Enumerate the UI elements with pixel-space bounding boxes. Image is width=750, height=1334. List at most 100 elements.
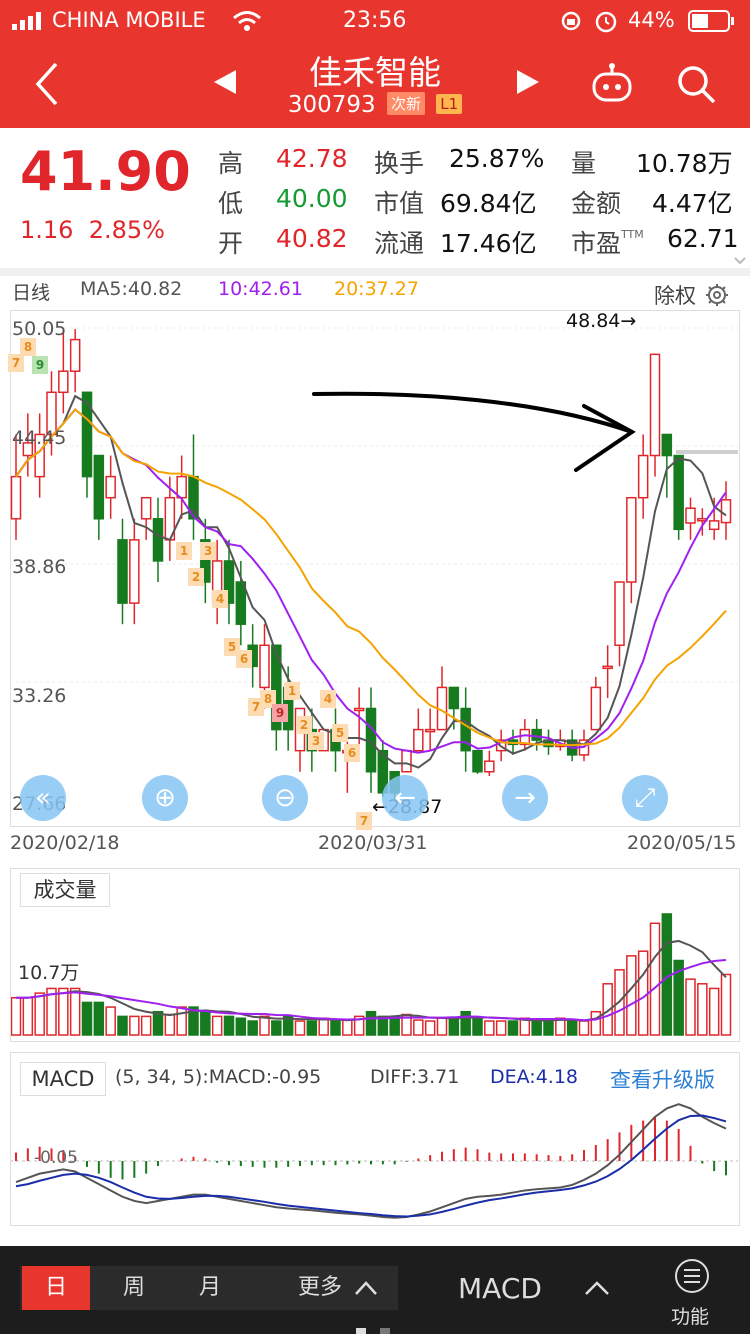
volume-bar [235,1017,247,1036]
date-end: 2020/05/15 [627,832,737,854]
low-value: 40.00 [276,184,348,213]
upgrade-link[interactable]: 查看升级版 [610,1068,715,1092]
stock-code-row: 300793 次新 L1 [0,92,750,118]
settings-gear-icon[interactable] [705,283,729,307]
zoom-in-button[interactable]: ⊕ [142,775,188,821]
candle-body [117,539,128,604]
back-icon[interactable] [34,62,60,106]
macd-diff-line [15,1103,727,1219]
ma20-line [15,408,727,747]
ma20-label: 20:37.27 [334,278,419,300]
step-right-button[interactable]: → [502,775,548,821]
robot-assistant-icon[interactable] [590,62,634,104]
tab-more[interactable]: 更多 [297,1275,342,1300]
scroll-left-button[interactable]: « [20,775,66,821]
indicator-selector[interactable]: MACD [458,1272,542,1305]
new-listing-badge: 次新 [386,92,425,115]
volume-bar [720,973,732,1036]
arrow-left-icon: ← [394,783,416,813]
fullscreen-button[interactable]: ⤢ [622,775,668,821]
pe-ttm-sup: TTM [621,228,644,241]
last-price: 41.90 [20,140,191,203]
ma10-label: 10:42.61 [218,278,303,300]
macd-dea: DEA:4.18 [490,1066,579,1088]
volume-title[interactable]: 成交量 [20,873,110,907]
volume-bar [58,987,69,1036]
volume-bar [460,1010,471,1036]
candle-body [673,454,684,531]
candle-body [140,496,152,520]
divider [0,268,750,276]
volume-bar [353,1015,365,1036]
price-change: 1.16 2.85% [20,216,165,244]
candle-body [484,760,495,773]
turnover-value: 25.87% [449,144,545,173]
float-label: 流通 [374,229,425,258]
annotation-arrow-line [312,391,634,434]
market-cap-label: 市值 [374,189,425,218]
open-label: 开 [218,229,244,258]
double-left-icon: « [35,783,51,813]
tab-week[interactable]: 周 [122,1275,145,1300]
td-count-marker: 7 [8,354,24,372]
candle-body [448,686,460,710]
indicator-chevron-up-icon[interactable] [584,1280,610,1296]
change-percent: 2.85% [88,216,165,244]
candle-body [602,665,613,670]
candle-body [10,475,22,520]
volume-bar [413,1019,424,1036]
volume-bar [626,955,637,1036]
amount-label: 金额 [571,189,622,218]
zoom-out-button[interactable]: ⊖ [262,775,308,821]
period-label: 日线 [12,282,51,304]
max-price-label: 48.84→ [566,310,637,332]
macd-y-tick: -0.05 [34,1148,78,1168]
macd-title[interactable]: MACD [20,1062,106,1096]
volume-bar [46,987,57,1036]
volume-bar [697,983,708,1036]
candle-body [413,728,424,752]
title-bar: 佳禾智能 300793 次新 L1 [0,42,750,128]
candle-body [129,539,140,604]
macd-panel[interactable] [10,1052,740,1226]
rotation-lock-icon [561,11,581,31]
volume-bar [602,983,613,1036]
stock-name: 佳禾智能 [309,53,441,92]
tab-day[interactable]: 日 [22,1266,90,1310]
kline-panel[interactable] [10,310,740,827]
chevron-up-icon[interactable] [354,1280,378,1296]
function-label[interactable]: 功能 [671,1306,710,1328]
annotation-arrow-head [574,404,636,472]
date-start: 2020/02/18 [10,832,120,854]
volume-bar [117,1015,128,1036]
y-tick-2: 44.45 [12,427,67,449]
expand-chevron-icon[interactable] [734,256,746,266]
menu-circle-icon[interactable] [674,1258,710,1294]
volume-panel[interactable] [10,868,740,1042]
tab-month[interactable]: 月 [198,1275,221,1300]
status-bar: CHINA MOBILE 23:56 44% [0,0,750,42]
prev-stock-icon[interactable] [212,68,238,96]
candle-body [81,391,93,478]
volume-bar [247,1020,258,1036]
candle-body [259,644,270,689]
candle-body [590,686,602,731]
next-stock-icon[interactable] [515,68,541,96]
adjust-label[interactable]: 除权 [654,284,696,308]
volume-bar [330,1020,341,1036]
search-icon[interactable] [676,64,716,104]
volume-bar [129,1015,140,1036]
candle-body [401,749,412,773]
market-cap-value: 69.84亿 [440,189,537,218]
volume-bar [507,1020,519,1036]
high-label: 高 [218,149,244,178]
volume-bar [211,1015,223,1036]
step-left-button[interactable]: ← [382,775,428,821]
volume-y-tick: 10.7万 [18,962,80,984]
td-count-marker: 4 [212,590,228,608]
td-count-marker: 1 [176,542,192,560]
volume-value: 10.78万 [636,149,733,178]
macd-dea-line [15,1114,727,1218]
volume-bar [259,1015,270,1036]
